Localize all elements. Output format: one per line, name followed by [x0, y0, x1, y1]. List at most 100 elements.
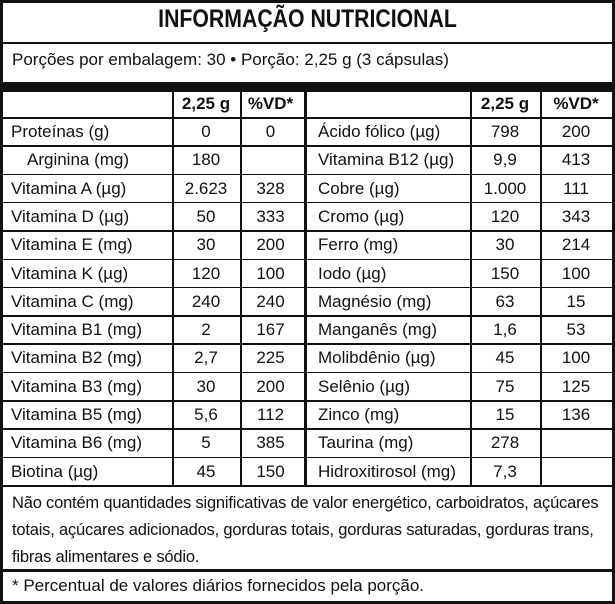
- row-label: Zinco (mg): [318, 405, 400, 424]
- row-label: Biotina (µg): [11, 461, 99, 481]
- row-rule: [3, 400, 612, 402]
- rule: [3, 42, 612, 44]
- cell-value: 0: [201, 122, 211, 141]
- row-rule: [3, 117, 612, 119]
- cell-value: 333: [256, 206, 285, 226]
- row-label: Iodo (µg): [318, 263, 387, 283]
- cell-value: 7,3: [493, 461, 517, 481]
- cell-value: 75: [495, 376, 515, 396]
- cell-value: 214: [561, 235, 591, 255]
- serving: Porções por embalagem: 30 • Porção: 2,25…: [12, 50, 449, 69]
- row-label: Vitamina B3 (mg): [11, 376, 143, 396]
- row-rule: [3, 258, 612, 260]
- cell-value: 125: [561, 376, 591, 396]
- row-rule: [3, 286, 612, 289]
- cell-value: 385: [256, 433, 285, 453]
- cell-value: 0: [265, 122, 276, 141]
- col-rule: [240, 92, 242, 486]
- cell-value: 45: [196, 461, 216, 481]
- cell-value: 5,6: [194, 405, 218, 424]
- cell-value: 150: [256, 461, 285, 481]
- cell-value: 30: [196, 235, 216, 255]
- row-rule: [3, 173, 612, 176]
- row-label: Vitamina B12 (µg): [318, 150, 455, 170]
- cell-value: 200: [561, 122, 591, 141]
- cell-value: 112: [256, 405, 285, 424]
- cell-value: 278: [490, 433, 520, 453]
- cell-value: 2,7: [194, 348, 218, 368]
- cell-value: 9,9: [493, 150, 517, 170]
- cell-value: 2.623: [184, 178, 228, 198]
- cell-value: 240: [191, 291, 221, 311]
- header-cell: %VD*: [553, 94, 599, 113]
- header-cell: 2,25 g: [480, 94, 530, 113]
- row-label: Magnésio (mg): [318, 291, 432, 311]
- row-label: Vitamina K (µg): [11, 263, 129, 283]
- row-label: Vitamina D (µg): [11, 206, 130, 226]
- col-rule: [172, 92, 174, 486]
- row-label: Molibdênio (µg): [318, 348, 436, 368]
- cell-value: 200: [256, 235, 285, 255]
- cell-value: 136: [561, 405, 591, 424]
- row-rule: [3, 428, 612, 430]
- cell-value: 225: [256, 348, 285, 368]
- row-label: Arginina (mg): [27, 150, 130, 170]
- cell-value: 413: [561, 150, 591, 170]
- row-label: Vitamina E (mg): [11, 235, 133, 255]
- row-rule: [3, 315, 612, 317]
- row-label: Ácido fólico (µg): [318, 122, 441, 141]
- row-label: Cobre (µg): [318, 178, 400, 198]
- header-cell: 2,25 g: [181, 94, 231, 113]
- cell-value: 15: [495, 405, 515, 424]
- cell-value: 63: [495, 291, 515, 311]
- cell-value: 2: [201, 320, 211, 340]
- cell-value: 30: [495, 235, 515, 255]
- cell-value: 30: [196, 376, 216, 396]
- row-label: Vitamina A (µg): [11, 178, 127, 198]
- row-label: Ferro (mg): [318, 235, 399, 255]
- row-label: Taurina (mg): [318, 433, 414, 453]
- row-label: Cromo (µg): [318, 206, 405, 226]
- row-rule: [3, 456, 612, 459]
- cell-value: 240: [256, 291, 285, 311]
- rule: [3, 569, 612, 572]
- cell-value: 15: [566, 291, 586, 311]
- cell-value: 1.000: [483, 178, 527, 198]
- footer: Não contém quantidades significativas de…: [12, 494, 599, 566]
- row-rule: [3, 201, 612, 204]
- row-label: Vitamina B1 (mg): [11, 320, 143, 340]
- header-cell: %VD*: [247, 94, 294, 113]
- cell-value: 111: [563, 178, 589, 198]
- row-label: Proteínas (g): [11, 122, 110, 141]
- cell-value: 180: [191, 150, 221, 170]
- col-rule: [470, 92, 472, 486]
- row-rule: [3, 371, 612, 374]
- cell-value: 1,6: [493, 320, 517, 340]
- cell-value: 5: [201, 433, 211, 453]
- cell-value: 100: [561, 348, 591, 368]
- cell-value: 120: [490, 206, 520, 226]
- row-label: Selênio (µg): [318, 376, 411, 396]
- row-label: Vitamina C (mg): [11, 291, 134, 311]
- cell-value: 328: [256, 178, 285, 198]
- row-label: Hidroxitirosol (mg): [318, 461, 456, 481]
- cell-value: 343: [561, 206, 591, 226]
- row-label: Manganês (mg): [318, 320, 438, 340]
- row-rule: [3, 145, 612, 147]
- thick-rule: [3, 82, 612, 92]
- row-label: Vitamina B5 (mg): [11, 405, 143, 424]
- col-rule: [304, 92, 307, 486]
- row-label: Vitamina B6 (mg): [11, 433, 143, 453]
- cell-value: 798: [490, 122, 520, 141]
- cell-value: 45: [495, 348, 515, 368]
- cell-value: 120: [191, 263, 221, 283]
- row-label: Vitamina B2 (mg): [11, 348, 143, 368]
- cell-value: 50: [196, 206, 216, 226]
- title: INFORMAÇÃO NUTRICIONAL: [158, 5, 457, 33]
- cell-value: 167: [256, 320, 285, 340]
- cell-value: 150: [490, 263, 520, 283]
- row-rule: [3, 230, 612, 232]
- cell-value: 53: [566, 320, 586, 340]
- cell-value: 100: [256, 263, 285, 283]
